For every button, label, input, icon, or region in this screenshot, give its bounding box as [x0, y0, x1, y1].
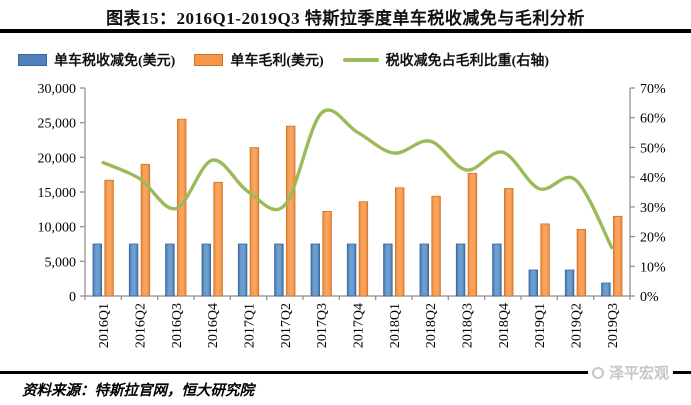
x-axis-category-label: 2016Q4: [206, 303, 221, 348]
left-axis-tick-label: 10,000: [38, 221, 77, 236]
legend-item-gross-profit: 单车毛利(美元): [194, 50, 324, 70]
bar-gross-profit-2019Q3: [613, 215, 623, 297]
x-axis-category-label: 2019Q2: [570, 303, 585, 348]
x-axis-category-label: 2018Q2: [424, 303, 439, 348]
title-divider: [0, 29, 691, 33]
bar-gross-profit-2019Q1: [540, 223, 550, 297]
bar-tax-credit-2018Q2: [419, 243, 430, 297]
right-axis-tick-label: 0%: [640, 290, 659, 305]
bars-gross-profit: [104, 118, 623, 297]
bar-tax-credit-2016Q1: [92, 243, 103, 297]
right-axis-tick-label: 30%: [640, 201, 666, 216]
bar-gross-profit-2017Q1: [249, 147, 260, 297]
bar-tax-credit-2016Q3: [165, 243, 175, 297]
data-source-note: 资料来源：特斯拉官网，恒大研究院: [22, 383, 254, 399]
ratio-line-swatch-icon: [342, 58, 379, 62]
tax-credit-swatch-icon: [18, 54, 47, 66]
chart-legend: 单车税收减免(美元) 单车毛利(美元) 税收减免占毛利比重(右轴): [18, 50, 549, 70]
x-axis-category-label: 2016Q3: [170, 303, 185, 348]
left-axis-tick-label: 25,000: [38, 117, 77, 132]
legend-label-gross-profit: 单车毛利(美元): [230, 54, 324, 69]
x-axis-category-label: 2016Q1: [97, 303, 112, 348]
bar-gross-profit-2018Q4: [503, 188, 514, 297]
bar-gross-profit-2019Q2: [576, 228, 587, 297]
bar-tax-credit-2019Q3: [601, 282, 611, 297]
bar-tax-credit-2018Q1: [383, 243, 393, 297]
bar-tax-credit-2019Q1: [528, 269, 539, 297]
watermark-text: 泽平宏观: [608, 366, 669, 382]
bar-gross-profit-2016Q4: [213, 181, 223, 297]
legend-label-ratio: 税收减免占毛利比重(右轴): [385, 54, 549, 69]
bar-gross-profit-2017Q4: [358, 201, 369, 297]
bar-tax-credit-2016Q2: [128, 243, 139, 297]
left-axis-tick-label: 20,000: [38, 151, 77, 166]
footer-divider-line-right: [673, 371, 691, 374]
bar-gross-profit-2016Q2: [140, 163, 151, 297]
footer-divider: 泽平宏观: [0, 362, 691, 383]
bar-gross-profit-2018Q3: [467, 172, 478, 297]
x-axis-category-label: 2018Q1: [388, 303, 403, 348]
left-axis-tick-label: 30,000: [38, 82, 77, 97]
gross-profit-swatch-icon: [194, 54, 224, 66]
right-axis-tick-label: 70%: [640, 82, 666, 97]
bar-tax-credit-2017Q4: [346, 243, 357, 297]
x-axis-category-label: 2019Q1: [533, 303, 548, 348]
x-axis-category-label: 2018Q4: [497, 303, 512, 348]
axes: [80, 87, 635, 300]
legend-item-tax-credit: 单车税收减免(美元): [18, 50, 175, 70]
x-axis-category-label: 2016Q2: [134, 303, 149, 348]
right-axis-tick-label: 50%: [640, 141, 666, 156]
bar-tax-credit-2017Q3: [310, 243, 321, 297]
bar-gross-profit-2018Q1: [394, 187, 405, 297]
bar-tax-credit-2018Q4: [492, 243, 502, 297]
right-axis-tick-label: 40%: [640, 171, 666, 186]
left-axis-tick-label: 15,000: [38, 186, 77, 201]
right-axis-tick-label: 10%: [640, 260, 666, 275]
x-axis-category-label: 2017Q1: [243, 303, 258, 348]
bar-gross-profit-2017Q3: [322, 210, 332, 297]
footer-divider-line-left: [0, 371, 588, 374]
bar-tax-credit-2017Q2: [274, 243, 284, 297]
combo-chart: 0 5,000 10,000 15,000 20,000 25,000 30,000 0% 10…: [0, 82, 691, 368]
ratio-line: [101, 108, 614, 250]
x-axis-category-label: 2019Q3: [606, 303, 621, 348]
left-axis-tick-label: 0: [69, 290, 76, 305]
left-axis-tick-label: 5,000: [45, 255, 77, 270]
axis-tick-labels: 0 5,000 10,000 15,000 20,000 25,000 30,000 0% 10…: [38, 82, 667, 348]
bar-tax-credit-2019Q2: [564, 269, 575, 297]
bar-tax-credit-2017Q1: [237, 243, 248, 297]
bar-gross-profit-2018Q2: [431, 195, 441, 297]
watermark: 泽平宏观: [591, 362, 669, 383]
right-axis-tick-label: 20%: [640, 231, 666, 246]
chart-canvas: 0 5,000 10,000 15,000 20,000 25,000 30,000 0% 10…: [38, 82, 667, 348]
legend-item-ratio: 税收减免占毛利比重(右轴): [342, 50, 549, 70]
bars-tax-credit: [92, 243, 611, 297]
legend-label-tax-credit: 单车税收减免(美元): [54, 54, 176, 69]
bar-tax-credit-2016Q4: [201, 243, 212, 297]
figure-title: 图表15：2016Q1-2019Q3 特斯拉季度单车税收减免与毛利分析: [106, 9, 585, 28]
bar-gross-profit-2017Q2: [285, 125, 296, 297]
watermark-logo-icon: [591, 366, 604, 379]
bar-tax-credit-2018Q3: [455, 243, 466, 297]
x-axis-category-label: 2017Q4: [352, 303, 367, 348]
x-axis-category-label: 2018Q3: [461, 303, 476, 348]
bar-gross-profit-2016Q1: [104, 179, 114, 297]
x-axis-category-label: 2017Q3: [315, 303, 330, 348]
x-axis-category-label: 2017Q2: [279, 303, 294, 348]
right-axis-tick-label: 60%: [640, 112, 666, 127]
